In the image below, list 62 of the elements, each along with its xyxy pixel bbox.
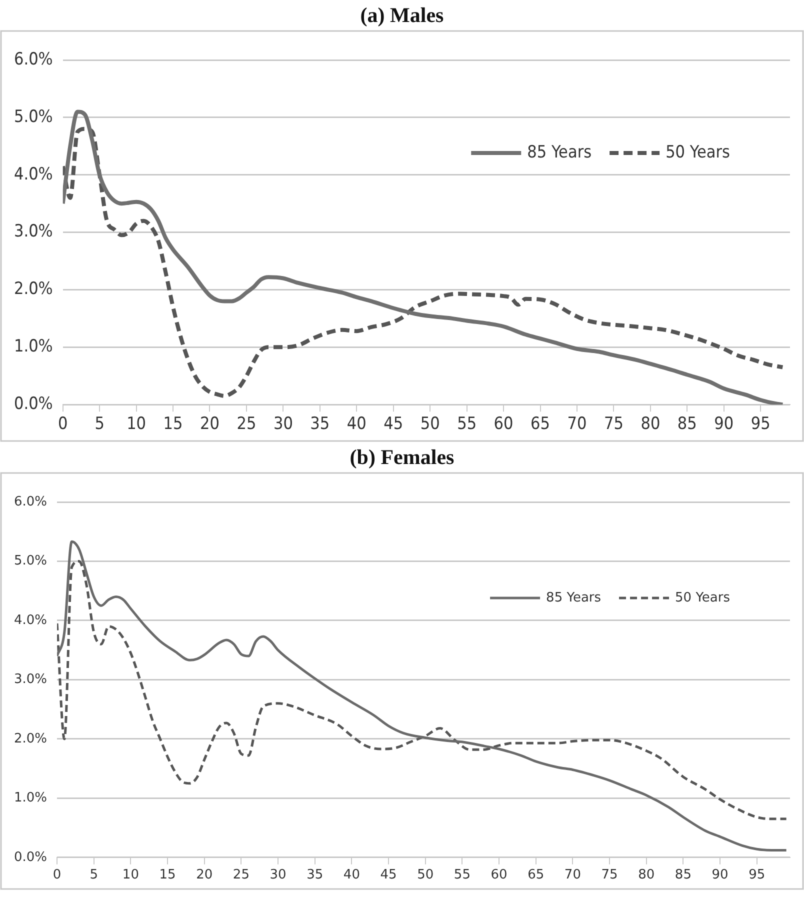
x-tick-label: 35 [306, 868, 324, 883]
y-tick-label: 4.0% [14, 164, 53, 184]
y-tick-label: 1.0% [14, 336, 53, 357]
legend-label: 85 Years [527, 142, 592, 162]
x-tick-label: 10 [122, 868, 139, 883]
y-tick-label: 3.0% [14, 672, 48, 688]
x-tick-label: 20 [196, 868, 213, 883]
y-tick-label: 2.0% [14, 279, 53, 300]
y-tick-label: 3.0% [14, 222, 53, 242]
legend-label: 50 Years [666, 142, 730, 162]
x-tick-label: 0 [52, 868, 62, 883]
x-tick-label: 90 [712, 868, 728, 883]
chart-title: (b) Females [348, 444, 456, 471]
x-tick-label: 75 [604, 414, 624, 434]
x-tick-label: 50 [417, 868, 434, 883]
x-tick-label: 20 [200, 414, 220, 434]
x-tick-label: 45 [380, 868, 397, 883]
y-tick-label: 5.0% [14, 106, 53, 127]
x-tick-label: 55 [454, 868, 470, 883]
x-tick-label: 25 [232, 868, 250, 883]
x-tick-label: 40 [346, 414, 366, 434]
x-tick-label: 80 [640, 414, 660, 434]
line-series [57, 540, 788, 852]
x-tick-label: 15 [159, 868, 176, 883]
x-tick-label: 40 [343, 868, 360, 883]
y-tick-label: 4.0% [14, 612, 48, 628]
x-tick-label: 45 [384, 414, 404, 434]
x-tick-label: 30 [273, 414, 293, 434]
chart-title: (a) Males [359, 2, 445, 29]
x-tick-label: 95 [750, 414, 770, 434]
legend-label: 50 Years [675, 590, 730, 606]
x-tick-label: 5 [94, 414, 104, 434]
y-tick-label: 0.0% [14, 850, 48, 865]
y-tick-label: 2.0% [14, 731, 48, 746]
x-tick-label: 60 [494, 414, 514, 434]
line-series [57, 560, 788, 820]
y-tick-label: 1.0% [14, 790, 48, 806]
x-tick-label: 85 [674, 868, 692, 883]
legend-label: 85 Years [546, 590, 602, 606]
x-tick-label: 85 [677, 414, 697, 434]
x-tick-label: 55 [457, 414, 477, 434]
x-tick-label: 25 [236, 414, 256, 434]
x-tick-label: 80 [638, 868, 655, 883]
x-tick-label: 15 [163, 414, 183, 434]
x-tick-label: 75 [601, 868, 618, 883]
x-tick-label: 70 [564, 868, 581, 883]
y-tick-label: 6.0% [14, 494, 48, 510]
y-tick-label: 5.0% [14, 554, 48, 569]
x-tick-label: 90 [714, 414, 734, 434]
x-tick-label: 0 [58, 414, 68, 434]
x-tick-label: 35 [310, 414, 330, 434]
x-tick-label: 65 [528, 868, 544, 883]
x-tick-label: 65 [530, 414, 550, 434]
x-tick-label: 30 [270, 868, 286, 883]
x-tick-label: 95 [748, 868, 766, 883]
x-tick-label: 5 [90, 868, 98, 883]
y-tick-label: 0.0% [14, 394, 53, 414]
x-tick-label: 60 [490, 868, 508, 883]
x-tick-label: 50 [420, 414, 440, 434]
x-tick-label: 70 [567, 414, 587, 434]
x-tick-label: 10 [126, 414, 146, 434]
y-tick-label: 6.0% [14, 49, 53, 70]
